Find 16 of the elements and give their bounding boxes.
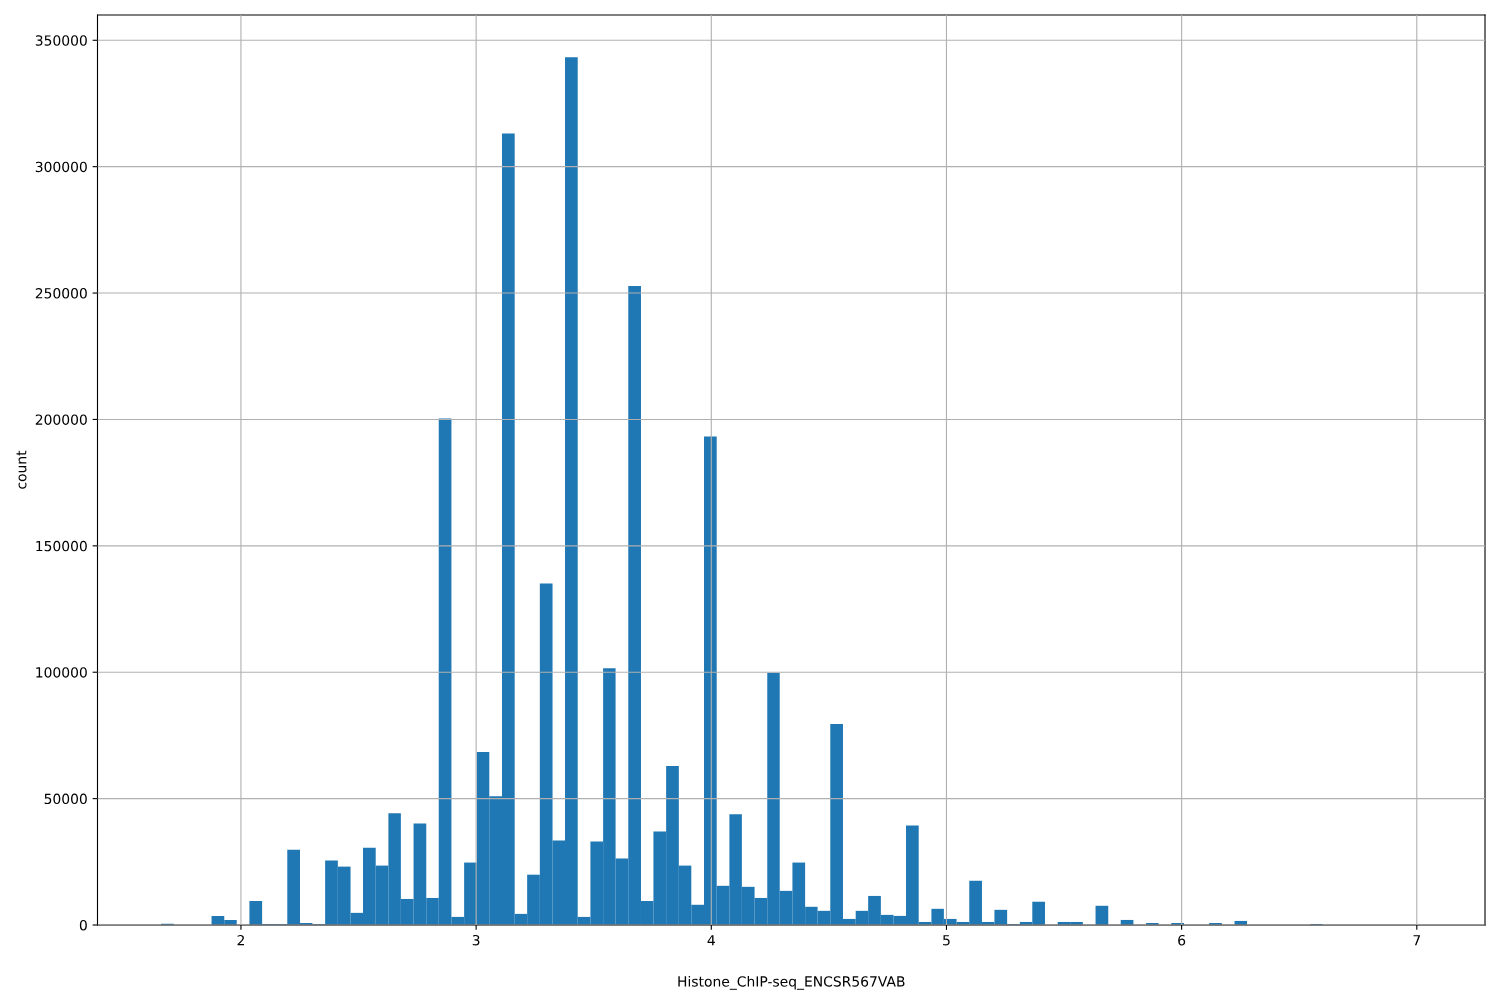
y-axis-title: count — [16, 450, 27, 489]
y-tick-label: 300000 — [35, 161, 87, 173]
x-axis-title: Histone_ChIP-seq_ENCSR567VAB — [678, 975, 905, 990]
y-tick-label: 100000 — [36, 667, 87, 678]
y-tick-label: 250000 — [35, 288, 87, 299]
x-tick-label: 6 — [1178, 934, 1186, 946]
x-tick-label: 2 — [237, 934, 244, 946]
y-tick-label: 50000 — [44, 793, 87, 805]
x-tick-label: 7 — [1413, 935, 1421, 946]
y-tick-label: 150000 — [36, 540, 87, 552]
x-tick-label: 5 — [943, 935, 950, 946]
y-tick-label: 200000 — [35, 414, 87, 425]
y-tick-label: 350000 — [35, 35, 87, 46]
y-tick-label: 0 — [79, 919, 87, 931]
x-tick-label: 3 — [472, 934, 480, 946]
x-tick-label: 4 — [707, 935, 715, 946]
